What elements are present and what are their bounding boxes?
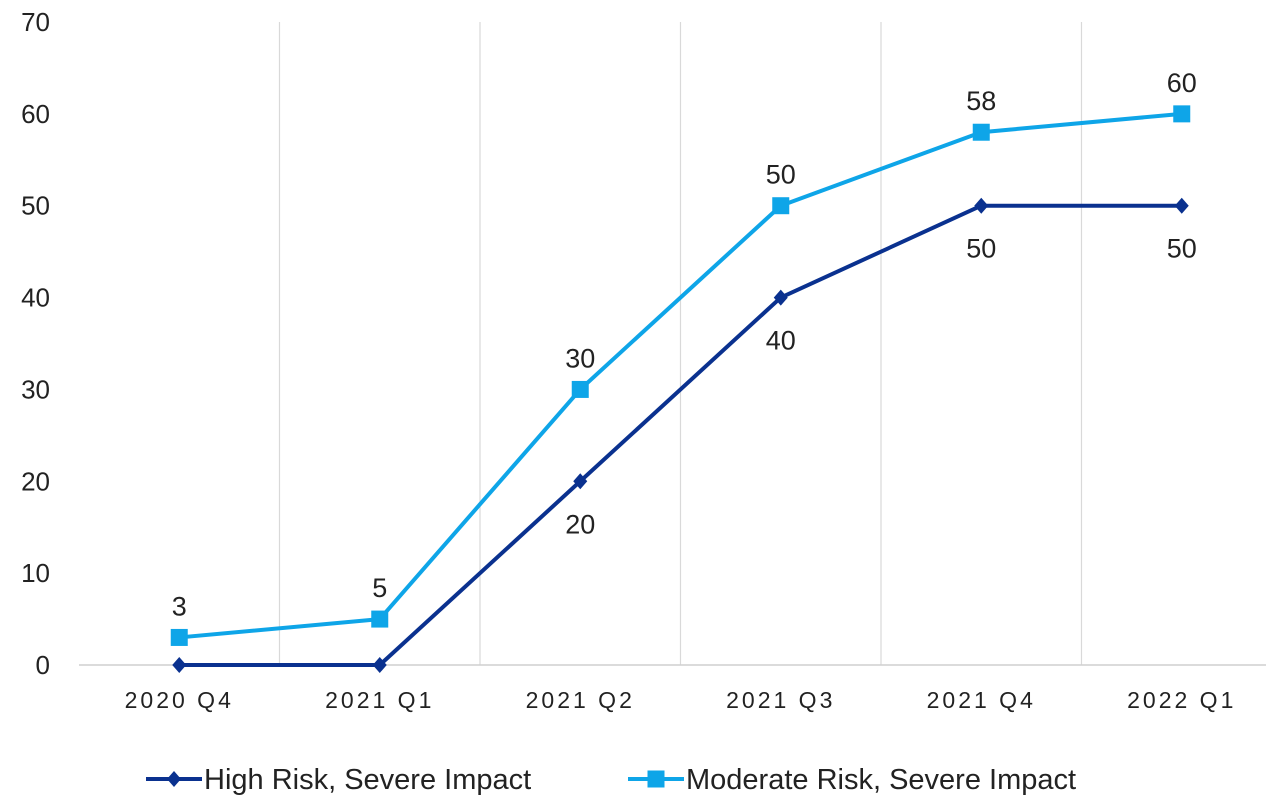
legend-label: High Risk, Severe Impact	[204, 764, 531, 796]
legend-diamond-marker	[167, 771, 181, 787]
data-labels: 20 40 50 50 3 5 30 50 58 60	[172, 68, 1197, 622]
square-marker	[170, 628, 188, 646]
data-label: 58	[966, 86, 996, 116]
series-line	[179, 111, 1182, 640]
x-tick-label: 2021 Q4	[927, 687, 1036, 713]
x-axis-tick-labels: 2020 Q4 2021 Q1 2021 Q2 2021 Q3 2021 Q4 2022 …	[125, 687, 1236, 713]
x-tick-label: 2021 Q3	[726, 687, 835, 713]
diamond-marker	[773, 289, 788, 306]
square-marker	[1173, 105, 1191, 123]
diamond-marker	[573, 473, 588, 490]
diamond-marker	[172, 657, 187, 673]
data-label: 60	[1167, 68, 1197, 98]
y-tick-label: 40	[21, 283, 50, 313]
legend-item: Moderate Risk, Severe Impact	[628, 764, 1076, 796]
diamond-marker	[974, 197, 989, 214]
x-tick-label: 2020 Q4	[125, 687, 234, 713]
square-marker	[571, 380, 589, 398]
y-tick-label: 30	[21, 374, 50, 404]
series-0	[172, 197, 1189, 673]
x-tick-label: 2021 Q1	[325, 687, 434, 713]
series-1	[170, 105, 1191, 646]
data-label: 50	[966, 234, 996, 264]
y-tick-label: 60	[21, 99, 50, 129]
legend-item: High Risk, Severe Impact	[146, 764, 531, 796]
x-tick-label: 2022 Q1	[1127, 687, 1236, 713]
vertical-gridlines	[278, 22, 1083, 665]
y-tick-label: 70	[21, 7, 50, 37]
data-label: 3	[172, 591, 187, 621]
square-marker	[972, 123, 990, 141]
data-label: 30	[565, 343, 595, 373]
diamond-marker	[1174, 197, 1189, 214]
y-tick-label: 10	[21, 558, 50, 588]
data-label: 40	[766, 326, 796, 356]
y-tick-label: 0	[36, 650, 50, 680]
square-marker	[772, 197, 790, 215]
data-label: 5	[372, 573, 387, 603]
series-layer	[170, 105, 1191, 673]
x-tick-label: 2021 Q2	[526, 687, 635, 713]
y-axis-tick-labels: 0 10 20 30 40 50 60 70	[21, 7, 50, 680]
y-tick-label: 20	[21, 466, 50, 496]
legend-square-marker	[647, 770, 665, 788]
y-tick-label: 50	[21, 191, 50, 221]
data-label: 50	[766, 160, 796, 190]
legend: High Risk, Severe Impact Moderate Risk, S…	[146, 764, 1076, 796]
data-label: 20	[565, 509, 595, 539]
series-line	[179, 203, 1182, 667]
legend-label: Moderate Risk, Severe Impact	[686, 764, 1076, 796]
diamond-marker	[372, 657, 387, 673]
square-marker	[371, 610, 389, 628]
data-label: 50	[1167, 234, 1197, 264]
